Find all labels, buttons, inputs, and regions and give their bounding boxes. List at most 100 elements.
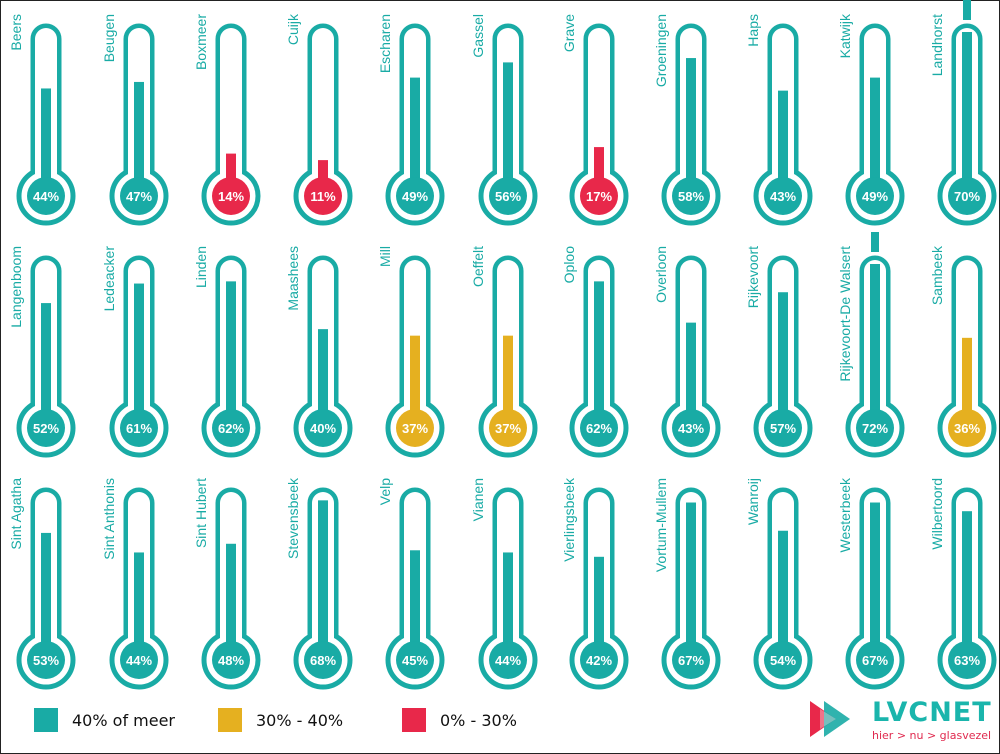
value-label: 43% [770, 189, 796, 204]
thermometer-mercury [686, 322, 696, 416]
legend-label-high: 40% of meer [72, 710, 176, 730]
value-label: 54% [770, 653, 796, 668]
legend-item-high: 40% of meer [34, 708, 175, 732]
thermometer-bulb [212, 177, 250, 215]
category-label: Oeffelt [470, 246, 486, 287]
thermometer-mercury [410, 335, 420, 416]
category-label: Overloon [653, 246, 669, 303]
thermometer-sambeek: 36% Sambeek [929, 245, 997, 458]
category-label: Ledeacker [101, 246, 117, 312]
thermometer-mercury [962, 337, 972, 416]
thermometer-mercury [41, 532, 51, 648]
thermometer-bulb [212, 641, 250, 679]
value-label: 61% [126, 421, 152, 436]
category-label: Sint Agatha [8, 478, 24, 550]
thermometer-bulb [948, 177, 986, 215]
thermometer-wilbertoord: 63% Wilbertoord [929, 478, 997, 690]
value-label: 48% [218, 653, 244, 668]
thermometer-mercury [962, 32, 972, 184]
category-label: Sint Anthonis [101, 478, 117, 560]
category-label: Vianen [470, 478, 486, 521]
thermometer-mercury [870, 264, 880, 416]
value-label: 62% [586, 421, 612, 436]
thermometer-mercury [594, 147, 604, 184]
thermometer-maashees: 40% Maashees [285, 246, 353, 458]
thermometer-bulb [396, 641, 434, 679]
thermometer-mercury [41, 303, 51, 416]
category-label: Langenboom [8, 246, 24, 328]
thermometer-mercury [410, 77, 420, 184]
thermometer-vierlingsbeek: 42% Vierlingsbeek [561, 477, 629, 690]
thermometer-mercury [594, 281, 604, 416]
category-label: Katwijk [837, 13, 853, 58]
thermometer-bulb [764, 641, 802, 679]
thermometer-bulb [856, 409, 894, 447]
value-label: 53% [33, 653, 59, 668]
value-label: 14% [218, 189, 244, 204]
thermometer-rijkevoort-de-walsert: 72% Rijkevoort-De Walsert [837, 232, 905, 458]
lvcnet-logo[interactable]: LVCNET hier > nu > glasvezel [806, 695, 996, 745]
thermometer-grave: 17% Grave [561, 14, 629, 226]
value-label: 44% [495, 653, 521, 668]
thermometer-beugen: 47% Beugen [101, 14, 169, 226]
thermometer-track [220, 28, 242, 196]
thermometer-bulb [856, 177, 894, 215]
thermometer-mercury [134, 283, 144, 416]
thermometer-bulb [764, 409, 802, 447]
value-label: 44% [126, 653, 152, 668]
logo-play-icon [810, 701, 850, 737]
value-label: 37% [495, 421, 521, 436]
value-label: 72% [862, 421, 888, 436]
thermometer-bulb [304, 641, 342, 679]
thermometer-bulb [212, 409, 250, 447]
thermometer-mill: 37% Mill [377, 246, 445, 458]
value-label: 52% [33, 421, 59, 436]
thermometer-mercury [778, 292, 788, 416]
thermometer-bulb [764, 177, 802, 215]
category-label: Oploo [561, 246, 577, 284]
category-label: Grave [561, 14, 577, 52]
legend-swatch-mid [218, 708, 242, 732]
thermometer-mercury [594, 556, 604, 648]
thermometer-stevensbeek: 68% Stevensbeek [285, 477, 353, 690]
value-label: 42% [586, 653, 612, 668]
thermometer-track [588, 28, 610, 196]
thermometer-mercury [318, 160, 328, 184]
thermometer-velp: 45% Velp [377, 478, 445, 690]
thermometer-bulb [120, 409, 158, 447]
thermometer-mercury [134, 81, 144, 184]
thermometer-mercury [226, 543, 236, 648]
thermometer-bulb [396, 177, 434, 215]
thermometer-mercury [318, 500, 328, 648]
category-label: Sint Hubert [193, 478, 209, 548]
category-label: Gassel [470, 14, 486, 58]
thermometer-bulb [489, 641, 527, 679]
legend-item-mid: 30% - 40% [218, 708, 343, 732]
thermometer-bulb [948, 409, 986, 447]
thermometer-oeffelt: 37% Oeffelt [470, 246, 538, 458]
thermometer-mercury [503, 552, 513, 648]
thermometer-bulb [672, 409, 710, 447]
category-label: Sambeek [929, 245, 945, 305]
value-label: 70% [954, 189, 980, 204]
thermometer-mercury [778, 90, 788, 184]
thermometer-mercury [686, 58, 696, 184]
category-label: Landhorst [929, 14, 945, 76]
thermometer-haps: 43% Haps [745, 14, 813, 226]
value-label: 47% [126, 189, 152, 204]
value-label: 44% [33, 189, 59, 204]
thermometer-mercury [870, 502, 880, 648]
thermometer-landhorst: 70% Landhorst [929, 0, 997, 226]
thermometer-westerbeek: 67% Westerbeek [837, 477, 905, 690]
thermometer-vianen: 44% Vianen [470, 478, 538, 690]
thermometer-mercury [962, 511, 972, 648]
category-label: Westerbeek [837, 477, 853, 552]
category-label: Wilbertoord [929, 478, 945, 550]
thermometer-sint-hubert: 48% Sint Hubert [193, 478, 261, 690]
thermometer-bulb [27, 641, 65, 679]
thermometer-mercury [318, 329, 328, 416]
thermometer-linden: 62% Linden [193, 246, 261, 458]
thermometer-wanroij: 54% Wanroij [745, 478, 813, 690]
logo-tagline: hier > nu > glasvezel [872, 729, 992, 742]
thermometer-bulb [489, 409, 527, 447]
